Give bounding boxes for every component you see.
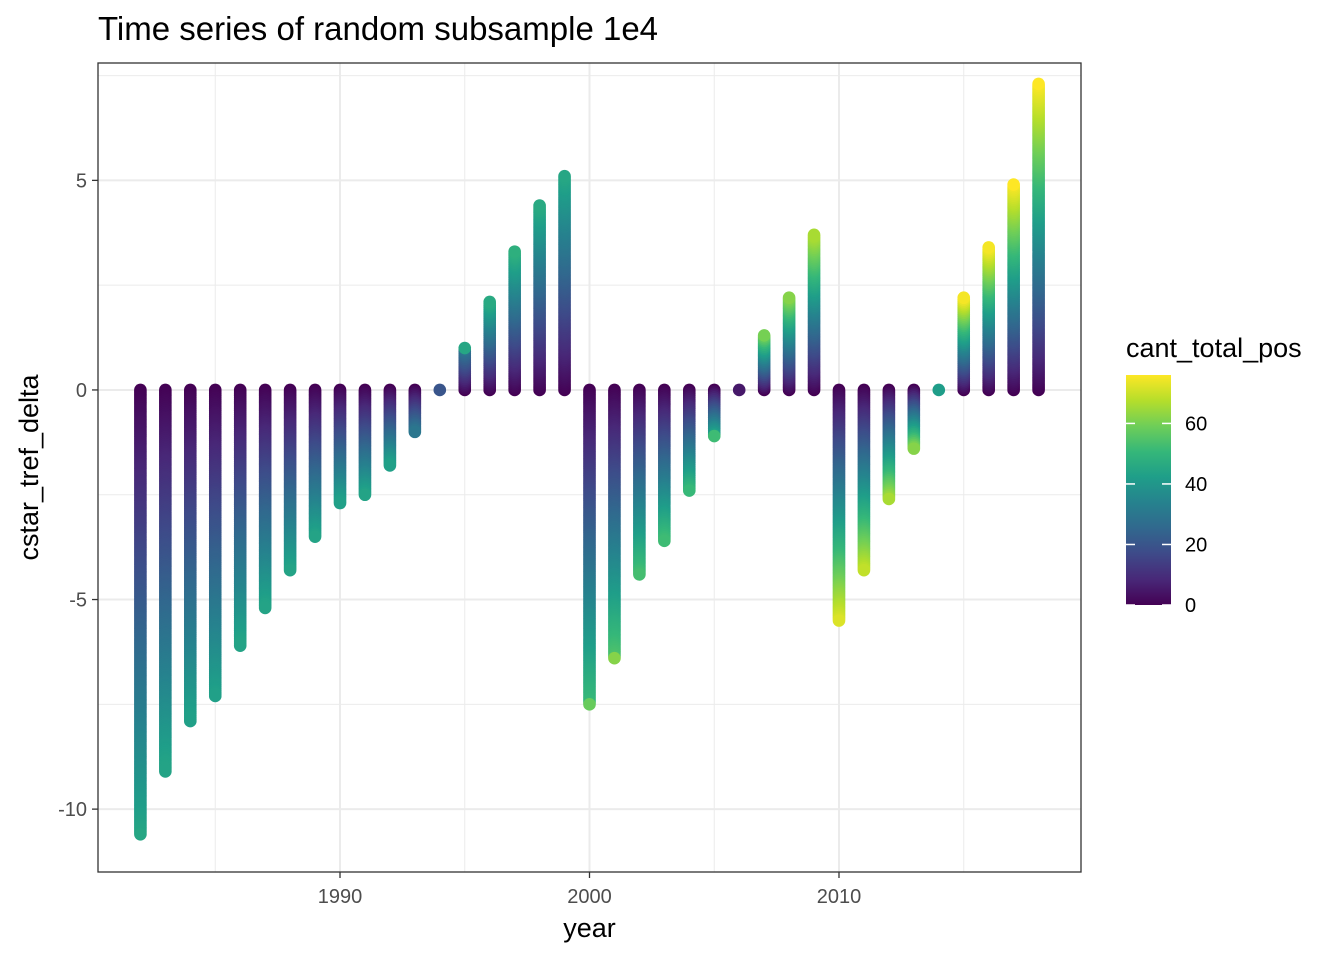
year-column-2006 — [732, 383, 746, 397]
y-axis: -10 -5 0 5 — [58, 170, 98, 821]
year-column-2012 — [882, 383, 896, 506]
data-point — [383, 459, 397, 472]
legend-tick-label: 20 — [1185, 534, 1207, 556]
year-column-1998 — [533, 199, 546, 397]
data-point — [233, 639, 247, 652]
data-point — [857, 563, 871, 577]
y-tick-label: 5 — [76, 170, 87, 192]
data-point — [208, 689, 222, 703]
year-column-2002 — [633, 383, 646, 581]
y-tick-label: 0 — [76, 380, 87, 402]
year-column-1996 — [483, 295, 497, 397]
x-tick-label: 2000 — [567, 886, 612, 908]
year-column-2017 — [1007, 178, 1020, 397]
data-point — [159, 765, 172, 778]
data-point — [957, 291, 971, 305]
year-column-2014 — [932, 383, 946, 397]
data-point — [832, 614, 846, 627]
x-axis-title: year — [563, 913, 616, 943]
year-column-2001 — [608, 383, 621, 665]
data-point — [982, 241, 995, 254]
data-point — [258, 601, 272, 615]
plot-panel — [97, 62, 1082, 873]
year-column-2008 — [782, 291, 796, 397]
data-point — [433, 383, 447, 397]
year-column-1988 — [283, 383, 297, 577]
year-column-1995 — [458, 341, 472, 397]
year-column-1986 — [233, 383, 247, 652]
y-tick-label: -10 — [58, 799, 87, 821]
year-column-2018 — [1032, 77, 1045, 397]
year-column-1984 — [184, 383, 197, 728]
year-column-2013 — [907, 383, 921, 455]
year-column-2007 — [757, 329, 771, 397]
data-point — [483, 295, 497, 309]
year-column-1989 — [308, 383, 322, 543]
x-tick-label: 2010 — [817, 886, 862, 908]
year-column-1985 — [208, 383, 222, 703]
data-point — [558, 169, 571, 183]
data-point — [782, 291, 796, 305]
year-column-1990 — [333, 383, 347, 510]
chart-title: Time series of random subsample 1e4 — [98, 10, 658, 47]
year-column-2010 — [832, 383, 846, 627]
year-column-1992 — [383, 383, 397, 472]
data-point — [707, 429, 721, 443]
data-point — [134, 827, 147, 841]
data-point — [932, 383, 946, 397]
colorbar — [1126, 375, 1171, 605]
year-column-1994 — [433, 383, 447, 397]
data-point — [508, 245, 521, 258]
year-column-2015 — [957, 291, 971, 397]
year-column-1999 — [558, 169, 571, 397]
y-tick-label: -5 — [69, 590, 87, 612]
data-point — [907, 442, 921, 455]
data-point — [283, 563, 297, 577]
year-column-2005 — [707, 383, 721, 443]
year-column-2016 — [982, 241, 995, 397]
data-point — [333, 496, 347, 510]
year-column-1997 — [508, 245, 521, 397]
data-point — [408, 425, 422, 439]
legend-tick-label: 0 — [1185, 595, 1196, 617]
y-axis-title: cstar_tref_delta — [14, 373, 44, 560]
legend-tick-label: 40 — [1185, 474, 1207, 496]
data-points — [134, 77, 1045, 841]
data-point — [732, 383, 746, 397]
year-column-1982 — [134, 383, 147, 841]
color-legend: cant_total_pos 0 20 40 60 — [1126, 333, 1302, 617]
x-tick-label: 1990 — [318, 886, 363, 908]
data-point — [1032, 77, 1045, 91]
data-point — [807, 228, 821, 242]
data-point — [308, 530, 322, 543]
data-point — [682, 484, 696, 497]
x-axis: 1990 2000 2010 — [318, 872, 861, 908]
year-column-2000 — [583, 383, 596, 711]
legend-title: cant_total_pos — [1126, 333, 1302, 363]
year-column-2009 — [807, 228, 821, 397]
year-column-1983 — [159, 383, 172, 778]
data-point — [1007, 178, 1020, 191]
year-column-2004 — [682, 383, 696, 497]
data-point — [184, 714, 197, 728]
legend-tick-label: 60 — [1185, 413, 1207, 435]
data-point — [633, 568, 646, 581]
data-point — [533, 199, 546, 212]
data-point — [608, 651, 621, 665]
year-column-2003 — [658, 383, 671, 548]
data-point — [658, 534, 671, 548]
data-point — [358, 488, 372, 502]
data-point — [757, 329, 771, 342]
year-column-1993 — [408, 383, 422, 439]
legend-ticks: 0 20 40 60 — [1126, 413, 1207, 617]
data-point — [458, 341, 472, 355]
data-point — [583, 698, 596, 711]
year-column-1987 — [258, 383, 272, 615]
year-column-2011 — [857, 383, 871, 577]
year-column-1991 — [358, 383, 372, 502]
data-point — [882, 492, 896, 506]
